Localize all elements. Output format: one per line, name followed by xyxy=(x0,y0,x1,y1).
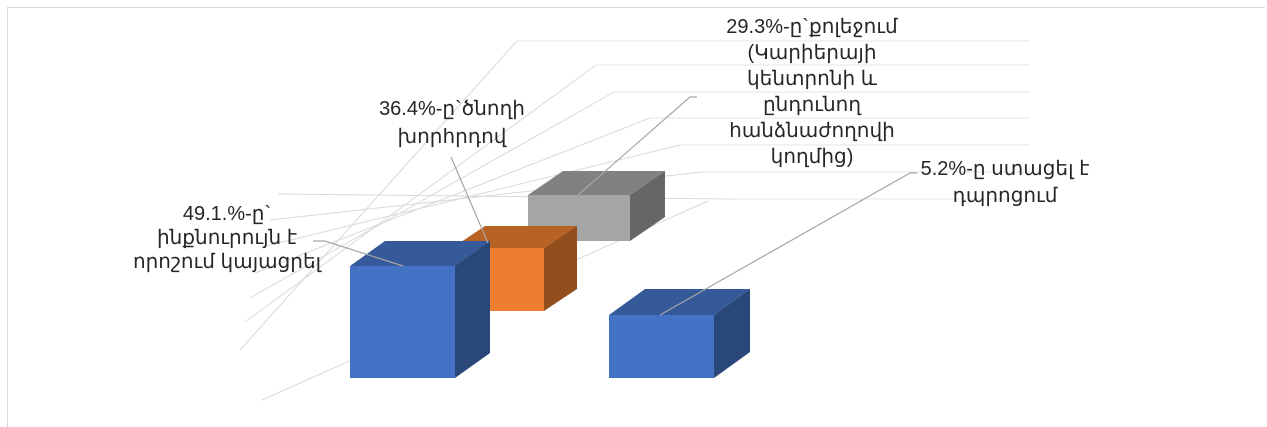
leader-line xyxy=(577,96,697,196)
data-label-line: խորհրդով xyxy=(398,126,507,148)
data-label-line: ընդունող xyxy=(763,94,862,116)
data-label-line: 49.1.%-ը` xyxy=(183,203,271,225)
bar-side xyxy=(455,241,490,378)
data-label-line: ինքնուրույն է xyxy=(157,227,297,249)
data-label-line: 29.3%-ը`քոլեջում xyxy=(726,16,898,38)
leader-line xyxy=(450,156,489,244)
data-label: 36.4%-ը`ծնողի խորհրդով xyxy=(379,98,525,148)
data-label-line: դպրոցում xyxy=(953,185,1058,207)
bar-top xyxy=(609,289,750,315)
chart-frame xyxy=(7,7,1265,427)
data-label-line: 36.4%-ը`ծնողի xyxy=(379,98,525,120)
data-label-line: (Կարիերայի xyxy=(747,42,876,64)
data-label-line: որոշում կայացրել xyxy=(133,251,323,273)
gridline xyxy=(244,64,597,323)
bar-side xyxy=(714,289,750,378)
bar-top xyxy=(528,171,665,195)
data-label: 5.2%-ը ստացել է դպրոցում xyxy=(921,158,1090,207)
leader-line xyxy=(313,240,404,267)
data-label-line: կենտրոնի և xyxy=(747,68,878,90)
bar xyxy=(350,266,455,378)
data-label-line: 5.2%-ը ստացել է xyxy=(921,158,1090,180)
data-label-line: կողմից) xyxy=(771,146,854,168)
data-label: 49.1.%-ը` ինքնուրույն է որոշում կայացրել xyxy=(133,203,323,273)
bar-side xyxy=(630,171,665,241)
gridline xyxy=(249,91,615,299)
data-label-line: հանձնաժողովի xyxy=(729,120,895,142)
bar xyxy=(609,315,714,378)
bar-side xyxy=(544,226,577,311)
leader-line xyxy=(659,172,917,316)
data-label: 29.3%-ը`քոլեջում (Կարիերայի կենտրոնի և ընդո… xyxy=(726,16,898,168)
